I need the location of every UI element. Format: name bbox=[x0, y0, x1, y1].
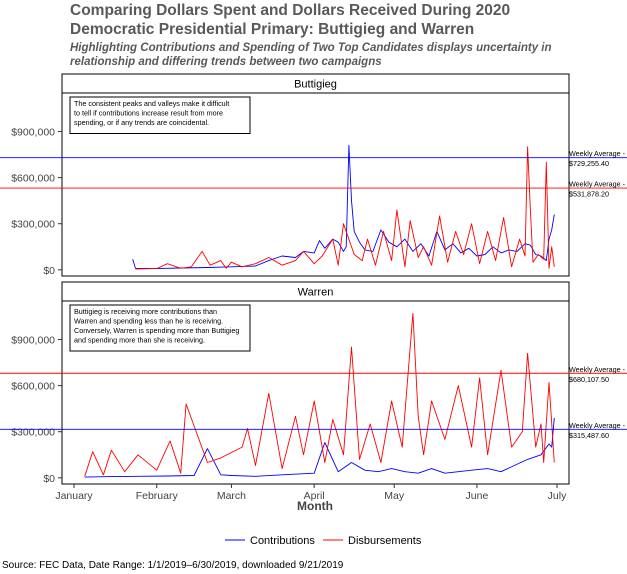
average-label: Weekly Average - bbox=[569, 180, 626, 189]
annotation-line: Conversely, Warren is spending more than… bbox=[74, 326, 239, 335]
x-tick-label: April bbox=[304, 490, 325, 502]
y-tick-label: $600,000 bbox=[11, 173, 55, 185]
annotation-line: to tell if contributions increase result… bbox=[74, 109, 223, 118]
y-tick-label: $900,000 bbox=[11, 126, 55, 138]
y-tick-label: $300,000 bbox=[11, 427, 55, 439]
annotation-line: Warren and spending less than he is rece… bbox=[74, 317, 223, 326]
average-value-label: $729,255.40 bbox=[569, 159, 609, 168]
chart-subtitle-line2: relationship and differing trends betwee… bbox=[70, 56, 382, 68]
legend: Contributions Disbursements bbox=[225, 535, 422, 547]
facet-strip-label: Warren bbox=[298, 287, 334, 299]
legend-label-disbursements: Disbursements bbox=[348, 535, 422, 547]
annotation-line: Buttigieg is receiving more contribution… bbox=[74, 307, 217, 316]
x-axis-title: Month bbox=[297, 499, 333, 513]
average-value-label: $680,107.50 bbox=[569, 375, 609, 384]
panel-buttigieg: Buttigieg $0 $300,000 $600,000 $900,000 Weekl… bbox=[0, 73, 627, 277]
chart-title-line2: Democratic Presidential Primary: Buttigi… bbox=[70, 21, 474, 38]
y-tick-label: $0 bbox=[43, 473, 55, 485]
chart-title-line1: Comparing Dollars Spent and Dollars Rece… bbox=[70, 2, 510, 19]
panel-warren: Warren $0 $300,000 $600,000 $900,000 Weekly A… bbox=[0, 281, 627, 485]
x-tick-label: June bbox=[466, 490, 489, 502]
x-tick-label: March bbox=[217, 490, 246, 502]
annotation-box bbox=[69, 304, 251, 352]
y-tick-label: $900,000 bbox=[11, 334, 55, 346]
average-label: Weekly Average - bbox=[569, 365, 626, 374]
average-label: Weekly Average - bbox=[569, 149, 626, 158]
x-tick-label: May bbox=[384, 490, 405, 502]
legend-label-contributions: Contributions bbox=[250, 535, 315, 547]
y-tick-label: $600,000 bbox=[11, 381, 55, 393]
source-caption: Source: FEC Data, Date Range: 1/1/2019–6… bbox=[2, 560, 344, 571]
annotation-line: The consistent peaks and valleys make it… bbox=[74, 99, 229, 108]
x-tick-label: February bbox=[136, 490, 179, 502]
annotation-line: and spending more than she is receiving. bbox=[74, 336, 205, 345]
y-tick-label: $0 bbox=[43, 265, 55, 277]
average-value-label: $531,878.20 bbox=[569, 190, 609, 199]
y-tick-label: $300,000 bbox=[11, 219, 55, 231]
x-tick-label: January bbox=[55, 490, 93, 502]
series-line-contributions bbox=[84, 417, 555, 478]
annotation-line: spending, or if any trends are coinciden… bbox=[74, 118, 209, 127]
average-label: Weekly Average - bbox=[569, 421, 626, 430]
series-line-disbursements bbox=[135, 146, 555, 270]
x-tick-label: July bbox=[548, 490, 567, 502]
facet-panels: Buttigieg $0 $300,000 $600,000 $900,000 Weekl… bbox=[0, 73, 627, 485]
series-line-disbursements bbox=[84, 312, 555, 477]
facet-strip-label: Buttigieg bbox=[294, 79, 337, 91]
average-value-label: $315,487.60 bbox=[569, 431, 609, 440]
x-axis: January February March April May June July bbox=[55, 484, 567, 502]
chart-subtitle-line1: Highlighting Contributions and Spending … bbox=[70, 42, 552, 54]
annotation-box bbox=[69, 96, 251, 134]
